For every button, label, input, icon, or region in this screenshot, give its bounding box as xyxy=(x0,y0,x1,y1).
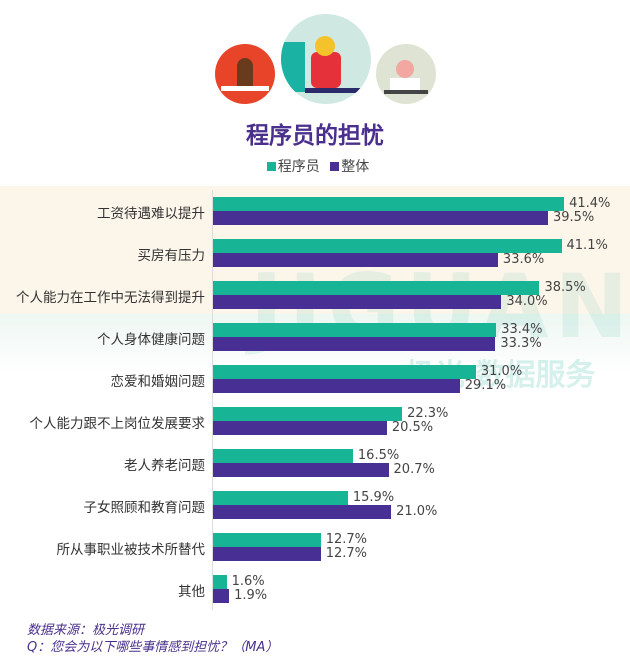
data-label: 41.1% xyxy=(566,238,608,253)
data-label: 33.6% xyxy=(502,252,545,267)
category-label: 所从事职业被技术所替代 xyxy=(56,542,206,558)
question-note: Q：您会为以下哪些事情感到担忧？（MA） xyxy=(27,640,279,655)
data-label: 31.0% xyxy=(480,364,523,379)
data-label: 1.6% xyxy=(231,574,265,589)
bar-programmer xyxy=(213,239,562,253)
bar-programmer xyxy=(213,197,565,211)
data-label: 39.5% xyxy=(552,210,595,225)
chart-title: 程序员的担忧 xyxy=(246,123,384,149)
legend-swatch xyxy=(330,162,340,171)
data-label: 33.3% xyxy=(500,336,542,351)
data-label: 29.1% xyxy=(464,378,507,393)
bar-overall xyxy=(213,547,321,561)
data-label: 22.3% xyxy=(407,406,449,421)
legend-label: 程序员 xyxy=(277,159,320,175)
source-note: 数据来源：极光调研 xyxy=(27,623,145,638)
illustration-center xyxy=(281,14,371,104)
category-label: 个人能力跟不上岗位发展要求 xyxy=(29,416,206,432)
data-label: 33.4% xyxy=(501,322,543,337)
legend-swatch xyxy=(266,162,276,171)
data-label: 20.5% xyxy=(391,420,434,435)
illustration-left xyxy=(215,44,275,104)
bar-overall xyxy=(213,253,498,267)
category-label: 子女照顾和教育问题 xyxy=(83,500,206,516)
category-label: 恋爱和婚姻问题 xyxy=(110,374,206,390)
bar-overall xyxy=(213,505,392,519)
bar-programmer xyxy=(213,323,497,337)
bar-programmer xyxy=(213,575,227,589)
bar-programmer xyxy=(213,491,348,505)
legend-item: 整体 xyxy=(324,159,369,175)
data-label: 15.9% xyxy=(352,490,395,505)
bar-overall xyxy=(213,463,389,477)
legend-item: 程序员 xyxy=(261,159,320,175)
category-label: 买房有压力 xyxy=(137,248,206,264)
illustration-right xyxy=(376,44,436,104)
bar-programmer xyxy=(213,365,476,379)
footnote: 数据来源：极光调研 Q：您会为以下哪些事情感到担忧？（MA） xyxy=(27,622,278,656)
bar-programmer xyxy=(213,281,540,295)
bar-programmer xyxy=(213,407,403,421)
bar-programmer xyxy=(213,449,353,463)
bar-overall xyxy=(213,589,230,603)
data-label: 12.7% xyxy=(325,532,367,547)
category-label: 个人能力在工作中无法得到提升 xyxy=(16,290,205,306)
data-label: 12.7% xyxy=(325,546,367,561)
category-label: 其他 xyxy=(178,584,205,600)
data-label: 21.0% xyxy=(396,504,438,519)
legend: 程序员 整体 xyxy=(0,156,630,176)
bar-overall xyxy=(213,379,460,393)
category-label: 老人养老问题 xyxy=(124,458,205,474)
bar-overall xyxy=(213,337,496,351)
legend-label: 整体 xyxy=(341,159,370,175)
data-label: 20.7% xyxy=(393,462,435,477)
bar-overall xyxy=(213,421,387,435)
data-label: 41.4% xyxy=(569,196,611,211)
bar-programmer xyxy=(213,533,321,547)
data-label: 16.5% xyxy=(357,448,400,463)
category-label: 工资待遇难以提升 xyxy=(97,206,205,222)
data-label: 1.9% xyxy=(234,588,268,603)
category-axis xyxy=(212,190,213,610)
data-label: 38.5% xyxy=(544,280,586,295)
bar-overall xyxy=(213,295,502,309)
bar-overall xyxy=(213,211,548,225)
category-label: 个人身体健康问题 xyxy=(97,332,205,348)
data-label: 34.0% xyxy=(506,294,548,309)
